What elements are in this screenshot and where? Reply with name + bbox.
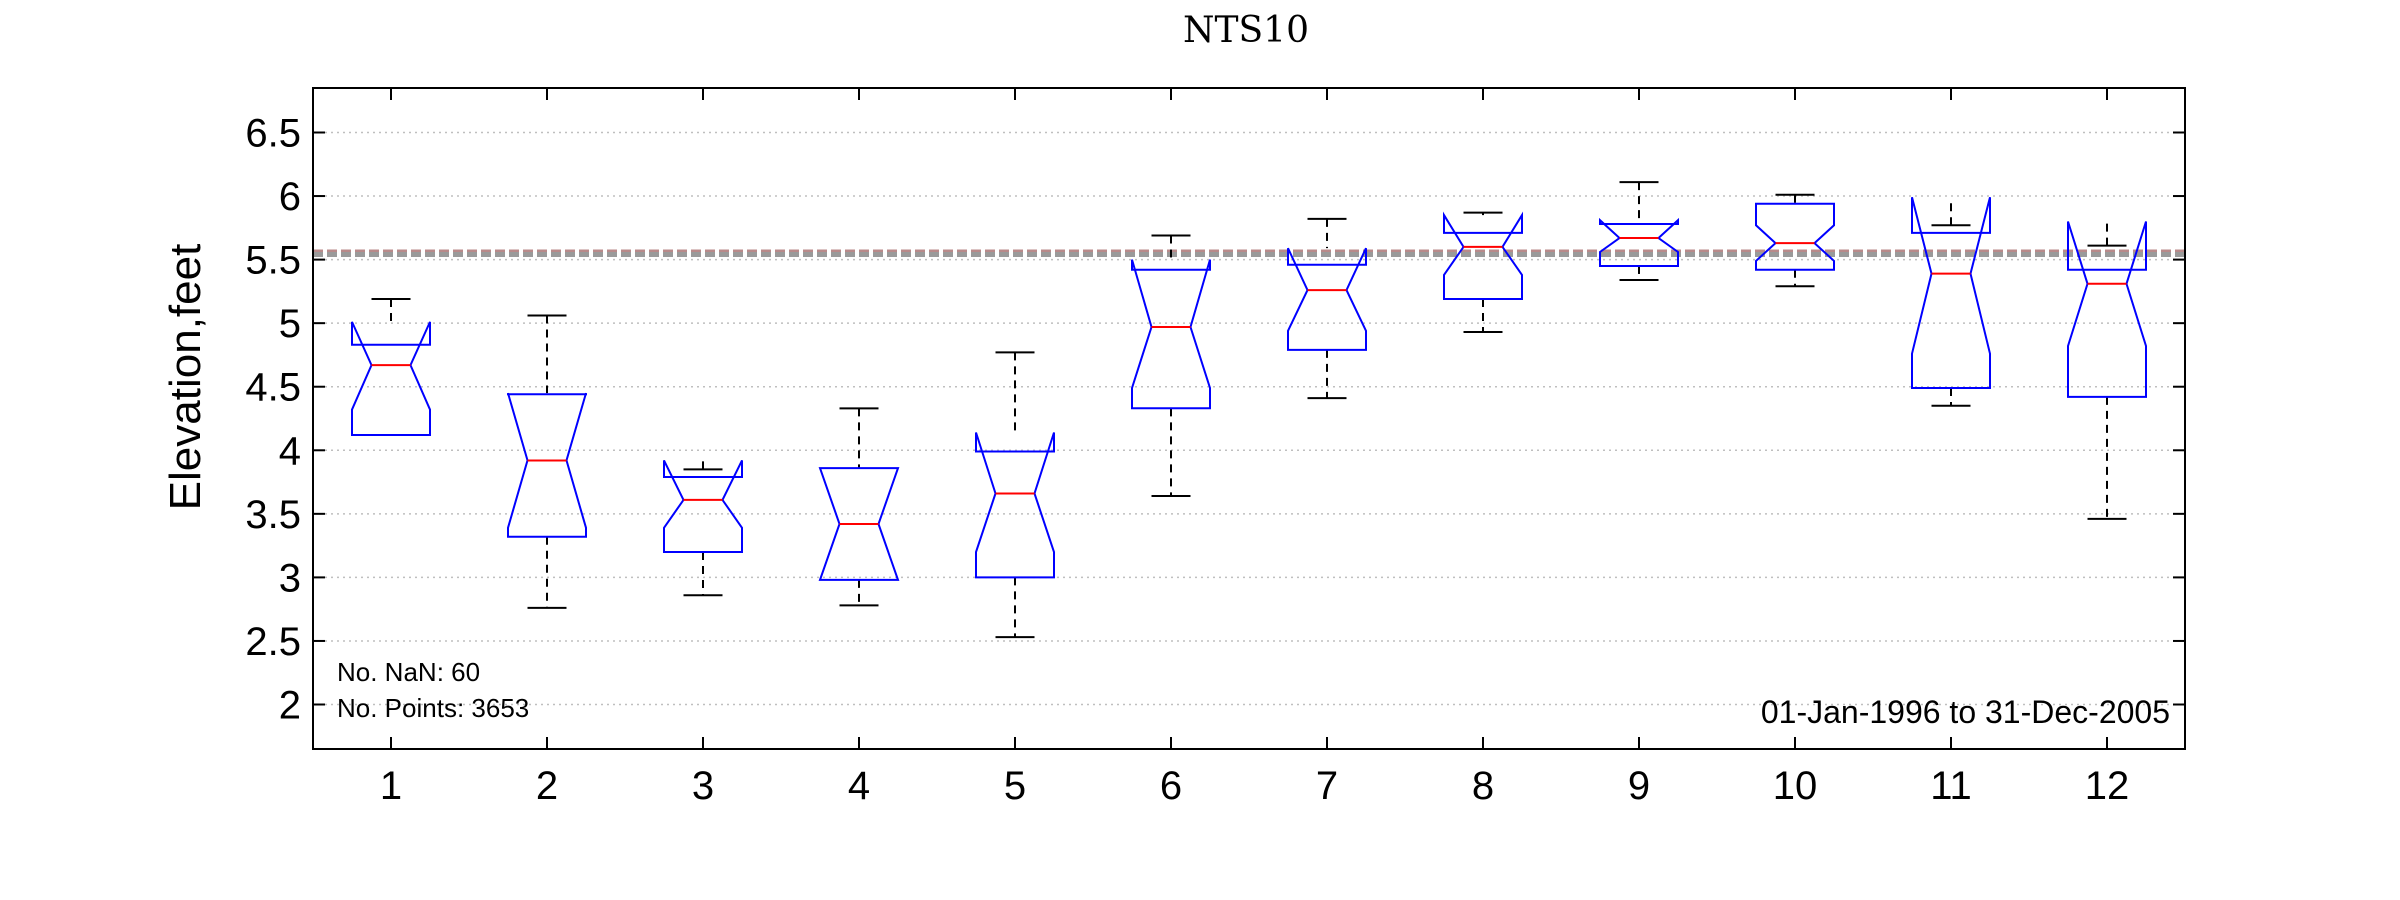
box-12	[2067, 221, 2147, 520]
box-6	[1131, 234, 1211, 498]
notched-box	[1131, 259, 1211, 410]
box-5	[975, 351, 1055, 639]
y-tick-label-6: 6	[279, 175, 301, 219]
y-tick-label-3: 3	[279, 556, 301, 600]
box-10	[1755, 193, 1835, 288]
x-tick-label-9: 9	[1628, 764, 1650, 808]
y-tick-label-4.5: 4.5	[245, 366, 301, 410]
notched-box	[351, 321, 431, 436]
box-3	[663, 459, 743, 597]
plot-frame	[312, 87, 2186, 750]
box-7	[1287, 217, 1367, 400]
notched-box	[2067, 221, 2147, 398]
x-axis-ticks: 1 2 3 4 5 6 7 8 9 10 11 12	[380, 88, 2129, 808]
box-1	[351, 298, 431, 437]
x-tick-label-12: 12	[2085, 764, 2130, 808]
notched-box	[663, 459, 743, 553]
y-tick-label-2.5: 2.5	[245, 620, 301, 664]
notched-box	[1443, 211, 1523, 300]
x-tick-label-1: 1	[380, 764, 402, 808]
nan-count-note: No. NaN: 60	[337, 657, 480, 687]
date-range-note: 01-Jan-1996 to 31-Dec-2005	[1761, 694, 2170, 730]
x-tick-label-11: 11	[1930, 764, 1972, 808]
x-tick-label-8: 8	[1472, 764, 1494, 808]
box-8	[1443, 211, 1523, 334]
x-tick-label-5: 5	[1004, 764, 1026, 808]
x-tick-label-10: 10	[1773, 764, 1818, 808]
y-tick-label-6.5: 6.5	[245, 111, 301, 155]
notched-box	[1599, 217, 1679, 267]
y-tick-label-2: 2	[279, 684, 301, 728]
y-axis-ticks: 2 2.5 3 3.5 4 4.5 5 5.5 6 6.5	[245, 111, 2185, 728]
y-axis-label: Elevation,feet	[161, 244, 210, 511]
box-9	[1599, 181, 1679, 281]
box-series	[351, 181, 2147, 639]
x-tick-label-3: 3	[692, 764, 714, 808]
y-tick-label-3.5: 3.5	[245, 493, 301, 537]
x-tick-label-7: 7	[1316, 764, 1338, 808]
x-tick-label-2: 2	[536, 764, 558, 808]
chart-title: NTS10	[1183, 10, 1309, 51]
grid-lines	[313, 131, 2185, 706]
box-11	[1911, 197, 1991, 407]
y-tick-label-5: 5	[279, 302, 301, 346]
x-tick-label-4: 4	[848, 764, 870, 808]
y-tick-label-4: 4	[279, 429, 301, 473]
points-count-note: No. Points: 3653	[337, 693, 529, 723]
notched-box	[975, 432, 1055, 579]
x-tick-label-6: 6	[1160, 764, 1182, 808]
notched-box	[507, 392, 587, 538]
notched-box	[1911, 197, 1991, 389]
box-2	[507, 314, 587, 609]
reference-lines	[313, 249, 2185, 258]
y-tick-label-5.5: 5.5	[245, 239, 301, 283]
box-4	[818, 407, 900, 607]
notched-box	[1755, 202, 1835, 271]
notched-box	[1287, 247, 1367, 351]
